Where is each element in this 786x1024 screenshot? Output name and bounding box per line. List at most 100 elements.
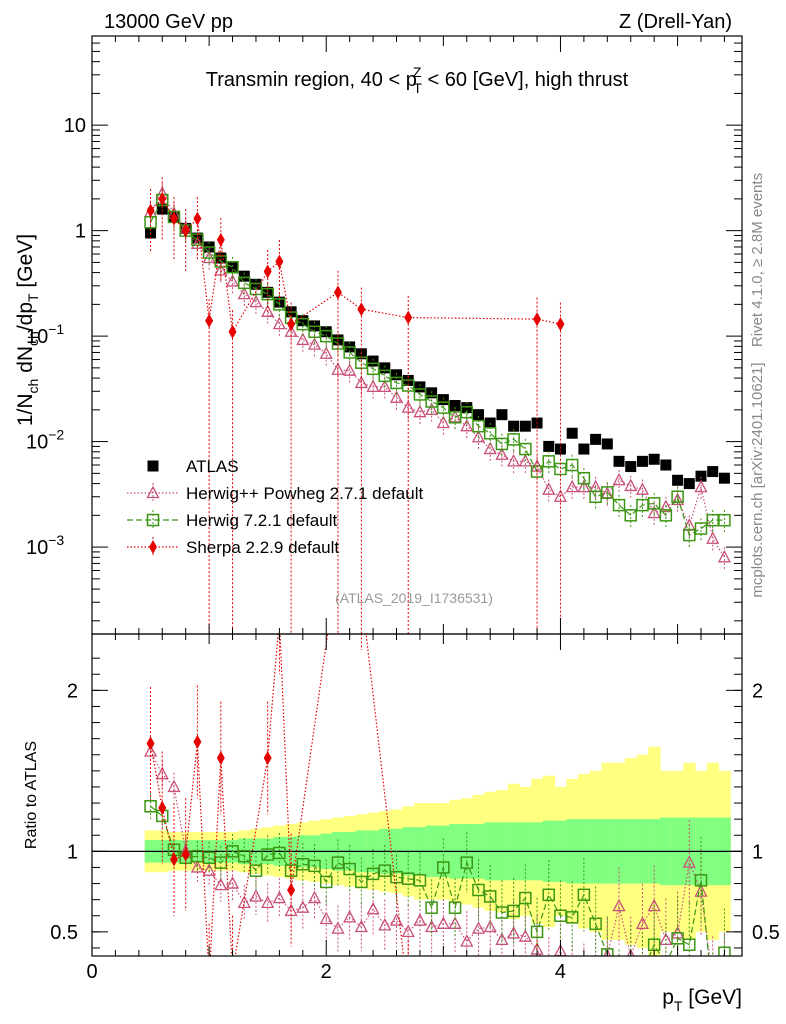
legend: ATLAS Herwig++ Powheg 2.7.1 default Herwig… [127,457,423,557]
sherpa-main-point [146,203,155,218]
main-series-layer [143,177,732,634]
herwig7-ratio-point [694,874,708,887]
herwig7-ratio-point [589,917,602,931]
herwigpp-main-point [307,337,322,350]
herwigpp-ratio-point [626,948,635,956]
herwig7-ratio-point [483,890,497,903]
main-ytick-label: 10−2 [26,427,64,454]
main-ylabel: 1/Nch dNch/dpT [GeV] [14,234,41,426]
atlas-main-point [238,270,250,282]
herwig7-ratio-line [150,805,726,956]
herwigpp-ratio-point [296,900,310,913]
ratio-ytick-label-right: 0.5 [752,922,780,944]
atlas-main-point [601,438,613,450]
herwig7-ratio-point [355,875,368,889]
sherpa-ratio-point [158,800,167,815]
herwig7-ratio-point [565,911,579,924]
herwigpp-ratio-point [436,916,450,929]
main-ytick-label: 1 [75,221,86,243]
herwig7-main-point [683,528,696,542]
herwig7-main-point [718,513,731,527]
herwigpp-ratio-point [460,934,474,947]
herwig7-ratio-point [378,864,392,877]
sherpa-ratio-point [169,852,178,867]
herwig7-main-point [659,509,673,522]
sherpa-main-point [228,324,237,339]
herwig7-ratio-point [308,859,321,873]
herwig7-ratio-point [625,959,636,970]
sherpa-main-point [533,312,542,327]
herwigpp-main-point [471,429,486,443]
herwigpp-ratio-point [495,932,509,946]
sherpa-main-point [556,317,565,332]
herwig7-main-point [437,401,450,414]
herwigpp-main-line [150,192,725,558]
herwigpp-main-point [553,489,568,502]
sherpa-ratio-point [216,750,225,765]
atlas-main-point [472,409,484,421]
atlas-main-point [297,315,309,327]
sherpa-main-point [169,211,178,226]
herwigpp-main-point [460,418,474,432]
atlas-main-point [543,440,555,452]
herwig7-main-point [483,427,497,440]
legend-marker-herwig7 [146,513,160,527]
axes-ticks: 10 1 10−1 10−2 10−3 0.5 0.5 1 1 2 2 0 2 4 [26,35,780,983]
sherpa-ratio-point [275,611,283,625]
herwigpp-ratio-point [225,876,240,889]
herwigpp-main-point [319,346,333,359]
atlas-main-point [449,399,461,411]
herwigpp-ratio-point [401,924,415,937]
atlas-main-point [414,381,426,393]
herwigpp-ratio-point [261,895,275,909]
ratio-ylabel: Ratio to ATLAS [23,741,40,849]
herwigpp-main-point [249,294,263,308]
herwigpp-main-point [389,390,404,403]
sherpa-ratio-point [146,736,155,751]
atlas-main-point [566,427,578,439]
atlas-main-point [508,420,520,432]
atlas-main-point [215,252,227,264]
atlas-main-point [554,443,566,455]
herwigpp-main-point [647,505,661,519]
atlas-main-point [496,409,508,421]
header-process: Z (Drell-Yan) [619,11,732,33]
herwig7-main-point [226,260,239,274]
herwigpp-main-point [261,304,275,317]
herwig7-ratio-point [319,875,333,889]
herwig7-ratio-point [425,901,438,914]
herwigpp-ratio-point [471,921,486,934]
atlas-main-point [519,420,531,432]
herwigpp-main-point [272,316,286,330]
herwig7-main-point [624,509,637,522]
herwig7-main-point [612,498,626,512]
xtick-label: 2 [321,961,332,983]
herwig7-ratio-point [460,856,474,869]
header-energy: 13000 GeV pp [104,11,233,33]
atlas-main-point [707,466,719,478]
herwig7-main-point [589,490,602,504]
main-ytick-label: 10−1 [26,321,64,348]
herwigpp-main-point [225,274,240,287]
herwigpp-main-point [694,479,708,493]
herwig7-main-point [319,329,333,343]
herwig7-main-point [413,388,427,401]
herwigpp-ratio-point [578,974,589,985]
herwig7-ratio-point [660,959,671,970]
herwigpp-ratio-point [378,918,392,931]
herwigpp-ratio-point [307,890,322,904]
mcplots-credit: mcplots.cern.ch [arXiv:2401.10621] [749,362,766,597]
herwigpp-main-point [565,479,579,493]
herwig7-main-point [542,455,556,468]
herwig7-ratio-point [507,904,520,918]
sherpa-main-point [263,264,272,279]
herwigpp-main-point [436,415,450,429]
herwig7-ratio-point [637,967,648,978]
herwig7-ratio-point [519,891,532,905]
herwigpp-ratio-point [413,913,427,926]
herwig7-main-point [519,442,532,456]
herwigpp-ratio-point [343,909,357,923]
legend-label-sherpa: Sherpa 2.2.9 default [186,538,339,557]
herwig7-ratio-point [671,932,684,945]
